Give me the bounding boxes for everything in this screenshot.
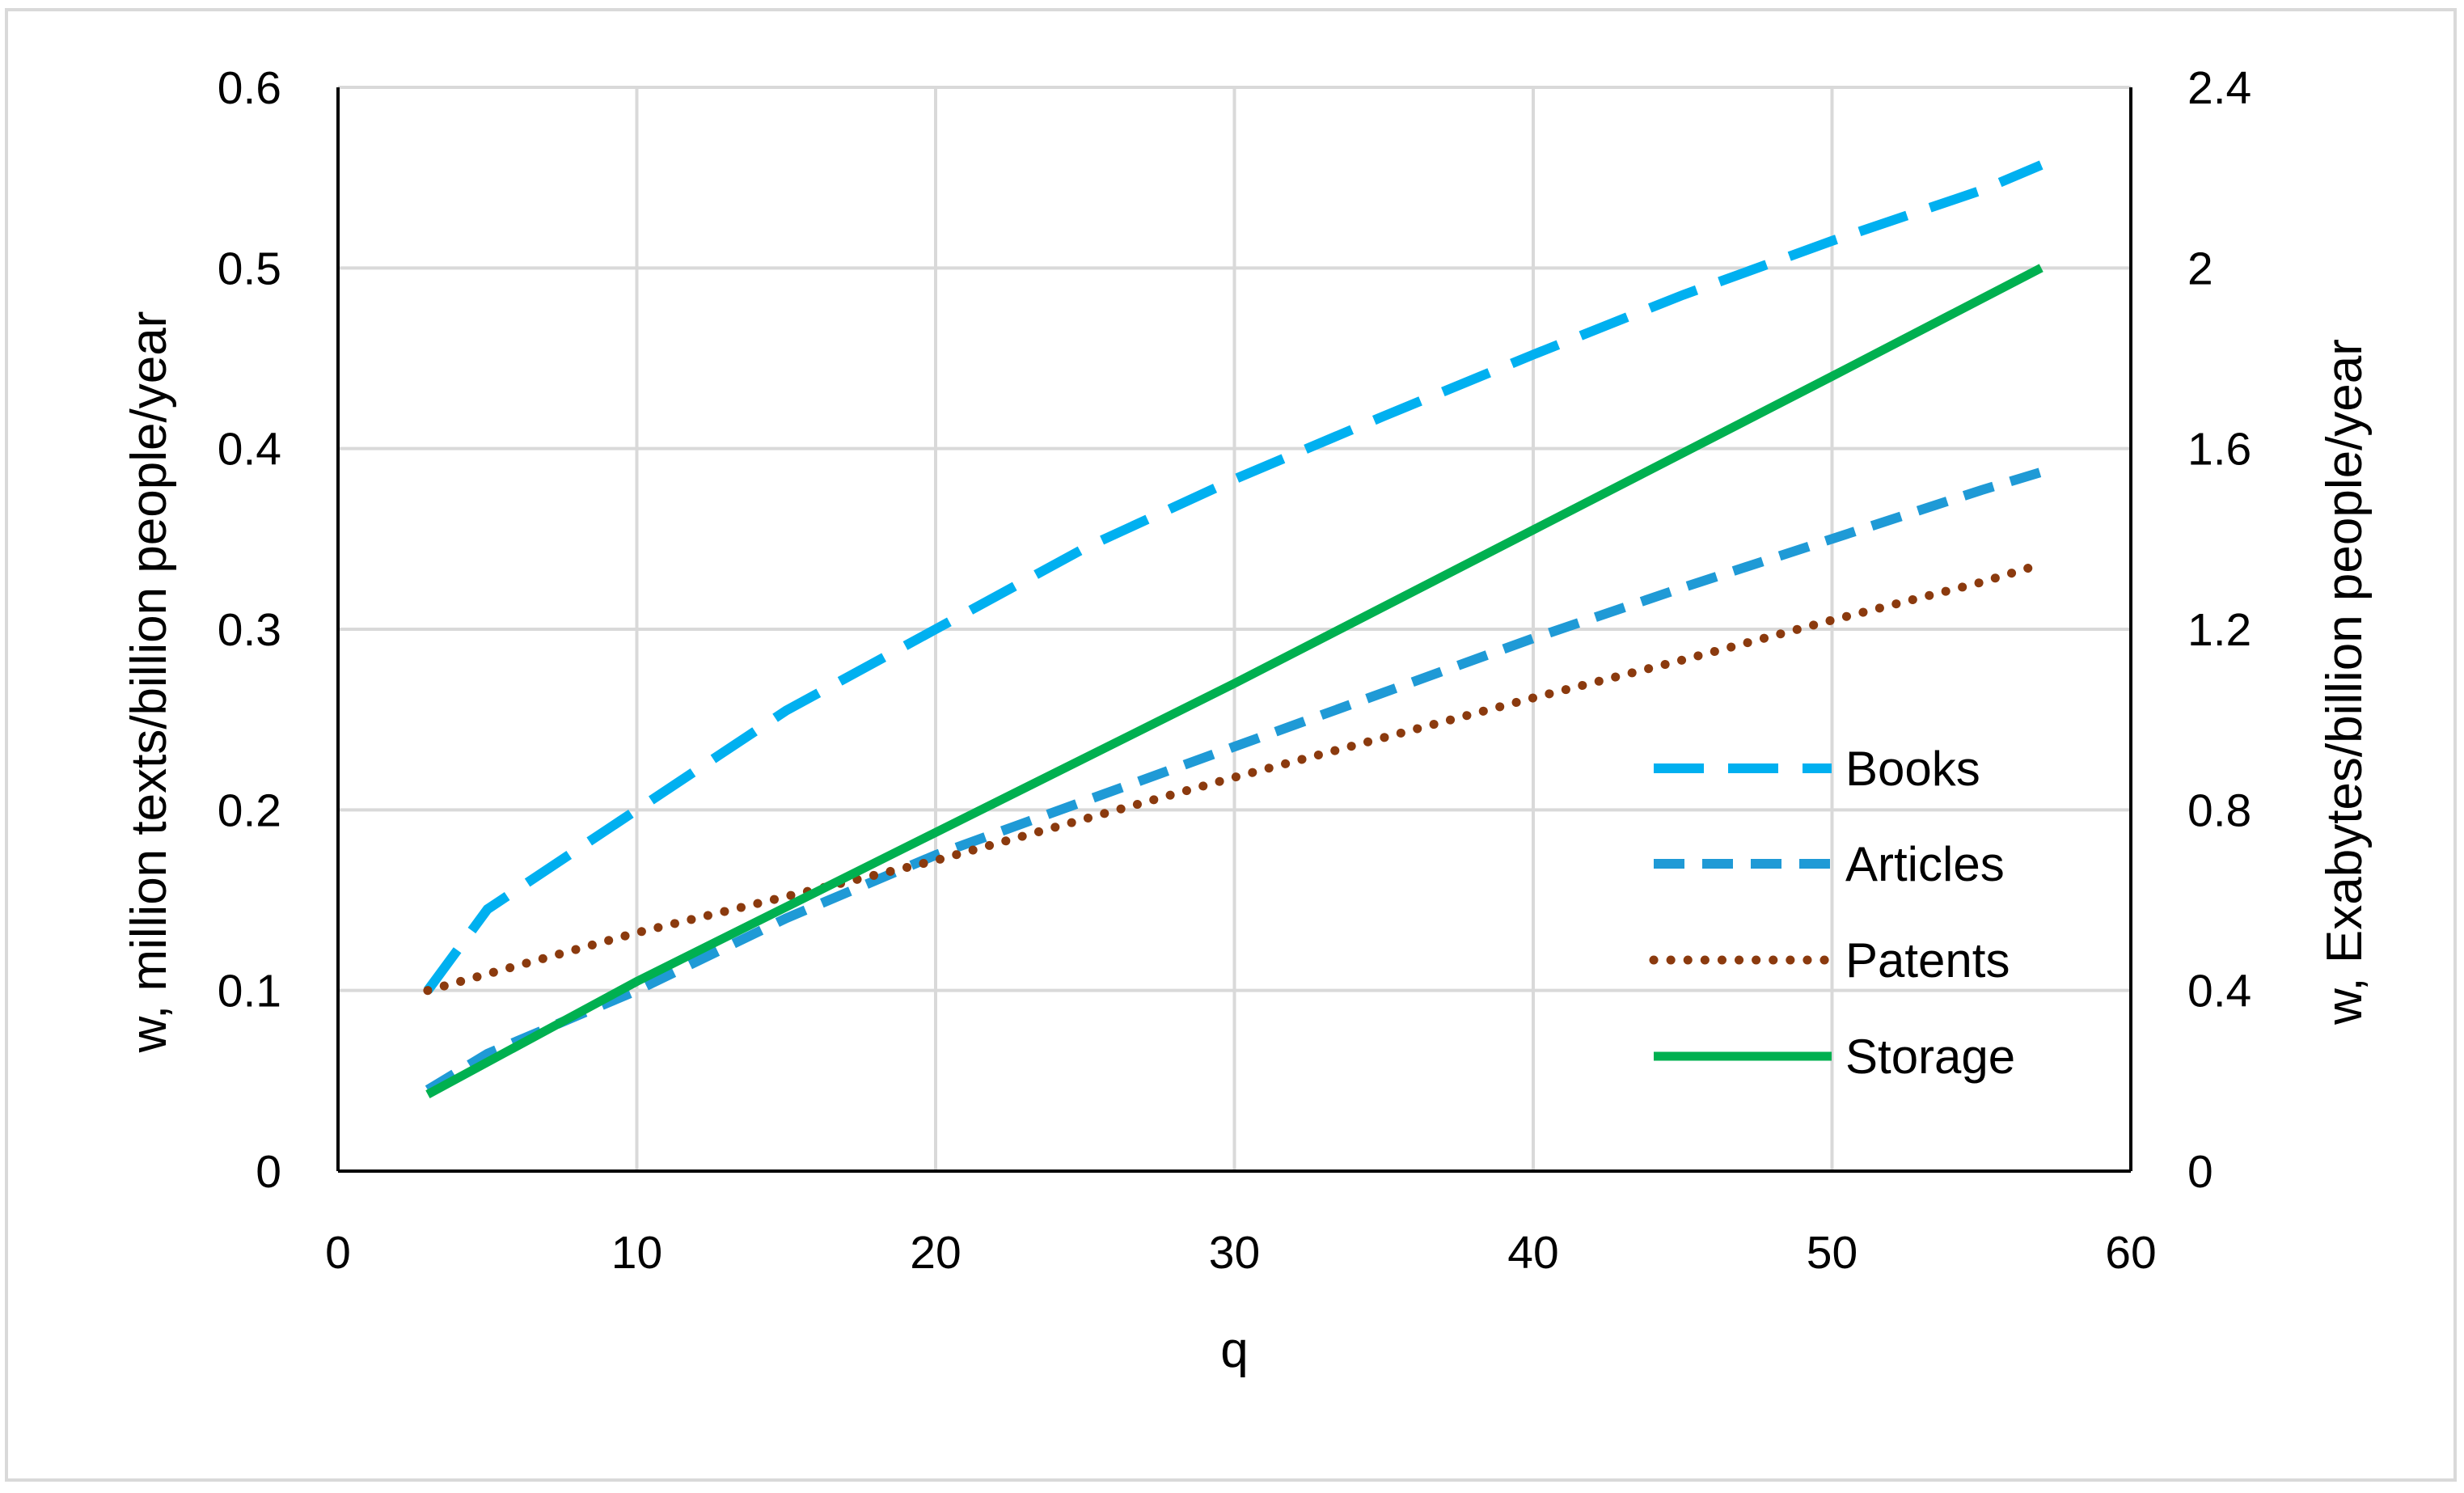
x-tick-label: 10 — [611, 1227, 662, 1279]
x-tick-label: 50 — [1807, 1227, 1858, 1279]
x-axis-title: q — [1220, 1322, 1248, 1378]
series-line-books — [424, 160, 2043, 994]
tick-labels: 0 10 20 30 40 50 60 0 0.1 0.2 0.3 0.4 0.5 0.6 0 0.4 0.8 1… — [218, 62, 2252, 1279]
right-y-axis-title: w, Exabytes/billion people/year — [2317, 339, 2373, 1026]
left-y-tick-label: 0.1 — [218, 966, 281, 1017]
right-y-tick-label: 1.2 — [2187, 604, 2251, 656]
gridlines — [338, 86, 2131, 1171]
x-tick-label: 60 — [2105, 1227, 2156, 1279]
series-line-storage — [425, 264, 2043, 1098]
legend-label-articles: Articles — [1845, 837, 2005, 891]
right-y-tick-label: 1.6 — [2187, 424, 2251, 476]
legend-label-books: Books — [1845, 742, 1980, 796]
right-y-tick-label: 2 — [2187, 243, 2213, 294]
x-tick-label: 30 — [1209, 1227, 1260, 1279]
x-tick-label: 0 — [325, 1227, 351, 1279]
left-y-tick-label: 0.2 — [218, 785, 281, 836]
right-y-tick-label: 0 — [2187, 1146, 2213, 1198]
left-y-tick-label: 0.6 — [218, 62, 281, 114]
legend-label-storage: Storage — [1845, 1030, 2015, 1084]
left-y-axis-title: w, million texts/billion people/year — [121, 311, 177, 1054]
x-tick-label: 40 — [1507, 1227, 1558, 1279]
right-y-tick-label: 0.4 — [2187, 966, 2251, 1017]
right-y-tick-label: 0.8 — [2187, 785, 2251, 836]
axes — [336, 87, 2132, 1173]
left-y-tick-label: 0.5 — [218, 243, 281, 294]
legend: Books Articles Patents Storage — [1649, 742, 2015, 1084]
right-y-tick-label: 2.4 — [2187, 62, 2251, 114]
x-tick-label: 20 — [910, 1227, 961, 1279]
left-y-tick-label: 0.3 — [218, 604, 281, 656]
series-line-articles — [425, 467, 2043, 1094]
legend-label-patents: Patents — [1845, 933, 2010, 988]
series-lines — [423, 160, 2046, 1098]
left-y-tick-label: 0 — [256, 1146, 281, 1198]
series-line-patents — [423, 560, 2046, 996]
left-y-tick-label: 0.4 — [218, 424, 281, 476]
